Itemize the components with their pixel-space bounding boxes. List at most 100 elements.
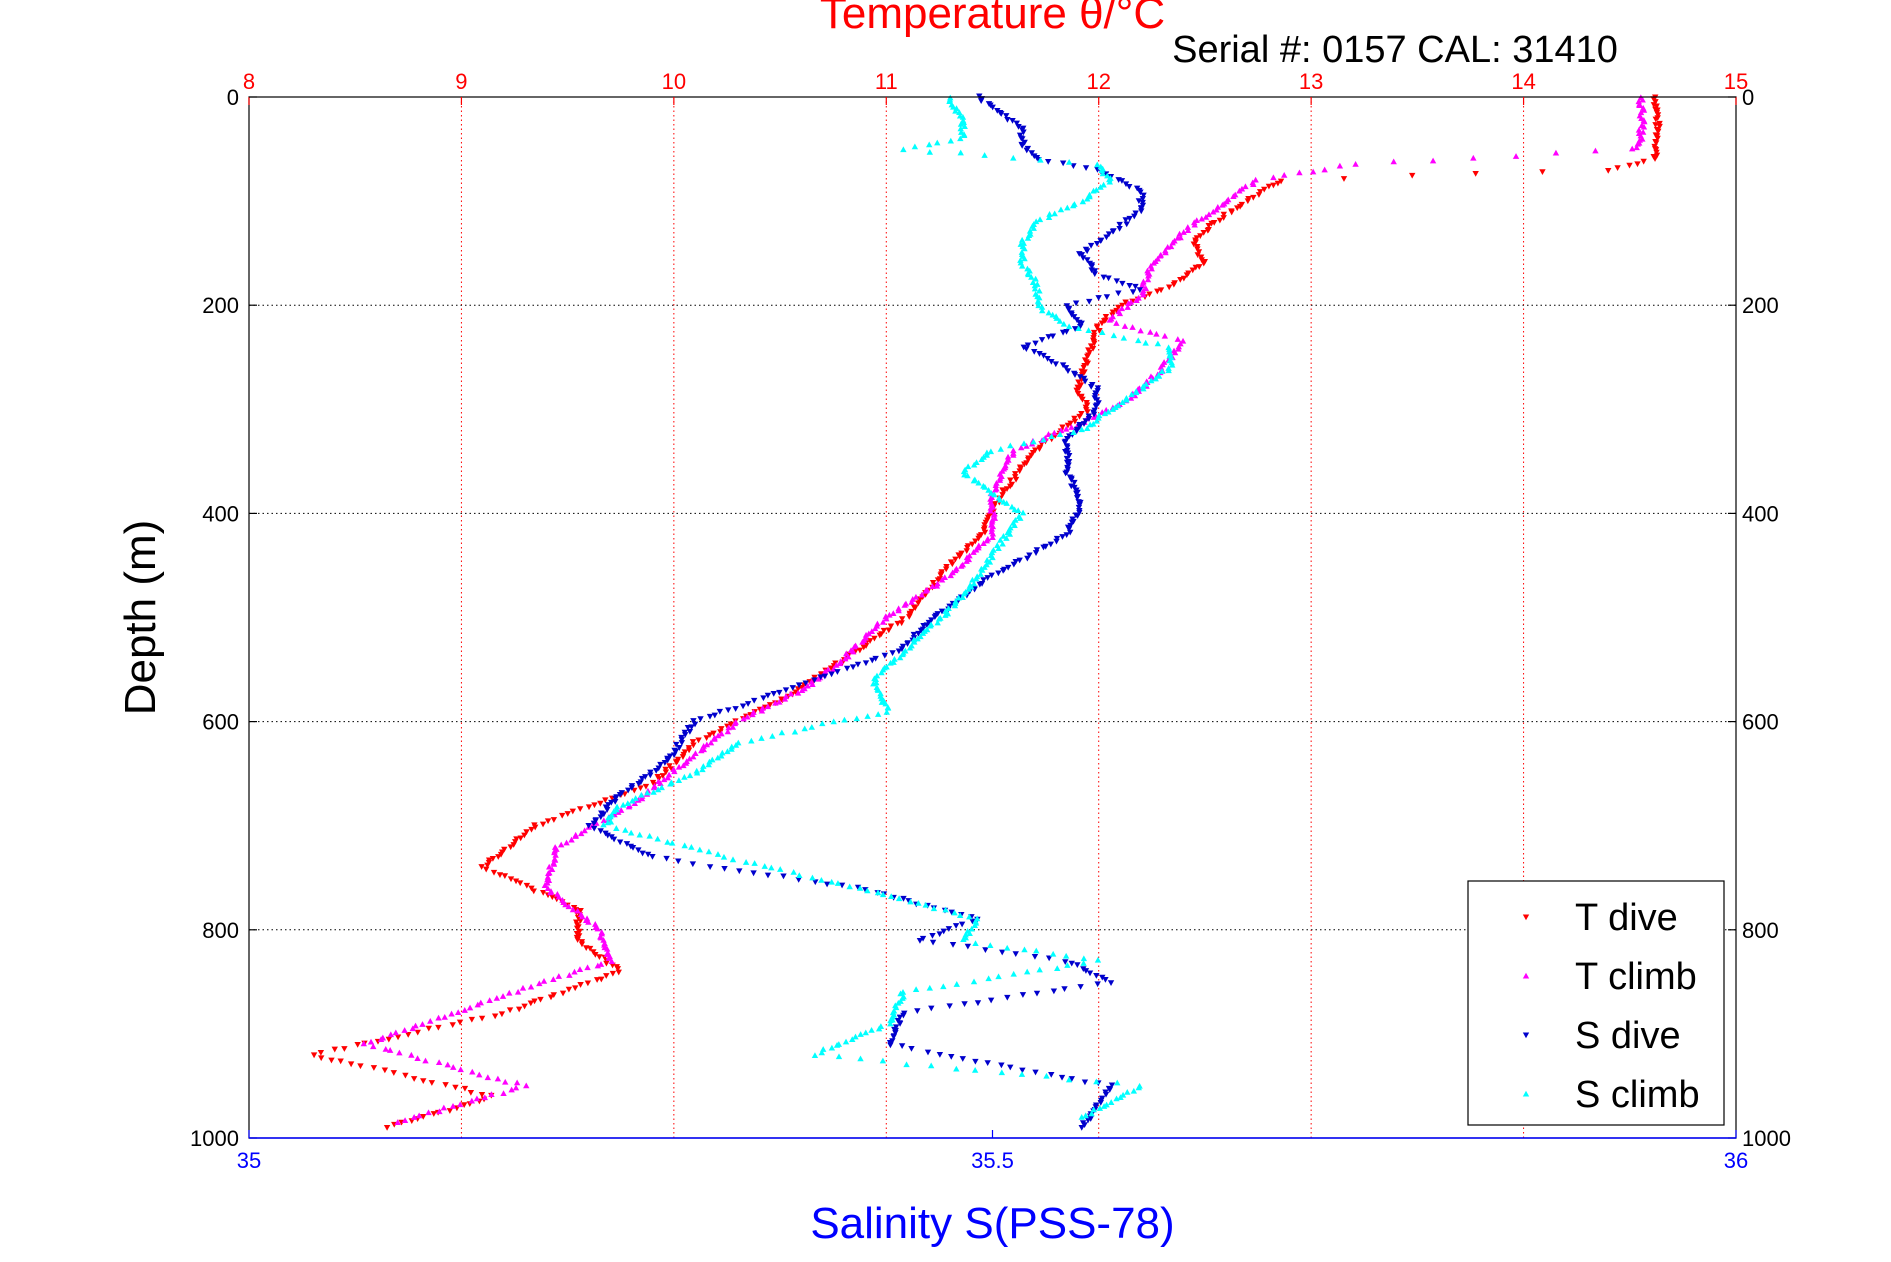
- s-dive-point: [1031, 348, 1038, 355]
- s-climb-point: [688, 843, 695, 850]
- s-climb-point: [926, 141, 933, 148]
- t-dive-point: [727, 721, 735, 728]
- s-climb-point: [1064, 962, 1071, 968]
- t-climb-point: [680, 762, 687, 769]
- s-climb-point: [632, 795, 639, 801]
- s-climb-point: [922, 901, 929, 908]
- s-climb-point: [856, 885, 864, 891]
- t-climb-point: [565, 903, 572, 910]
- t-dive-point: [703, 735, 710, 742]
- t-dive-point: [1653, 103, 1660, 110]
- s-climb-point: [1155, 372, 1163, 379]
- t-climb-point: [527, 983, 535, 990]
- s-dive-point: [1138, 208, 1145, 215]
- s-climb-point: [709, 756, 716, 763]
- s-dive-point: [1052, 361, 1060, 368]
- s-climb-point: [1017, 257, 1024, 263]
- t-dive-point: [547, 994, 555, 1001]
- t-climb-point: [664, 774, 672, 781]
- t-climb-point: [698, 747, 705, 754]
- t-dive-point: [1098, 320, 1106, 327]
- t-climb-point: [970, 549, 977, 555]
- s-dive-point: [1086, 970, 1094, 977]
- s-climb-point: [1100, 181, 1107, 188]
- s-climb-point: [613, 825, 620, 831]
- t-dive-point: [609, 970, 617, 977]
- s-climb-point: [995, 545, 1002, 551]
- s-climb-point: [808, 724, 816, 730]
- s-dive-point: [938, 608, 946, 615]
- t-dive-point: [958, 550, 965, 557]
- s-climb-point: [1062, 952, 1070, 959]
- s-climb-point: [1045, 309, 1052, 316]
- s-dive-point: [1009, 117, 1016, 124]
- s-climb-point: [1152, 375, 1159, 382]
- t-climb-point: [1641, 118, 1648, 125]
- s-dive-point: [982, 947, 989, 953]
- s-climb-point: [1035, 302, 1042, 309]
- s-climb-point: [1101, 410, 1109, 417]
- t-dive-point: [1651, 156, 1659, 162]
- t-dive-point: [710, 730, 717, 737]
- t-dive-point: [1021, 461, 1028, 468]
- t-climb-point: [758, 707, 766, 714]
- t-climb-point: [469, 1068, 476, 1075]
- s-climb-point: [1045, 214, 1053, 221]
- t-dive-point: [1177, 277, 1184, 283]
- salinity-tick-label: 36: [1724, 1148, 1748, 1173]
- s-climb-point: [957, 125, 964, 132]
- s-climb-point: [879, 891, 887, 898]
- t-dive-point: [1228, 209, 1235, 216]
- s-dive-point: [1068, 519, 1076, 526]
- s-climb-point: [896, 654, 904, 661]
- t-climb-point: [850, 648, 857, 655]
- t-dive-point: [328, 1057, 335, 1064]
- s-dive-point: [639, 850, 646, 857]
- s-climb-point: [1026, 227, 1034, 234]
- s-dive-point: [1064, 444, 1071, 451]
- t-dive-point: [827, 665, 835, 672]
- t-climb-point: [477, 999, 484, 1006]
- t-climb-point: [544, 885, 552, 891]
- s-dive-point: [1020, 344, 1027, 351]
- s-dive-point: [1065, 526, 1073, 533]
- s-climb-point: [777, 866, 784, 872]
- t-climb-point: [1113, 320, 1120, 326]
- t-climb-point: [427, 1018, 434, 1024]
- t-dive-point: [972, 538, 979, 545]
- s-climb-point: [646, 832, 653, 839]
- t-climb-point: [1281, 171, 1288, 178]
- s-dive-point: [739, 703, 747, 710]
- s-climb-point: [942, 906, 949, 913]
- s-climb-point: [987, 448, 995, 455]
- t-climb-point: [1629, 145, 1636, 152]
- t-climb-point: [392, 1029, 400, 1036]
- s-climb-point: [970, 477, 978, 484]
- s-dive-point: [910, 631, 918, 638]
- s-climb-point: [706, 758, 713, 765]
- t-dive-point: [571, 985, 579, 992]
- t-climb-point: [555, 893, 563, 900]
- s-dive-point: [1116, 221, 1123, 228]
- temperature-tick-label: 11: [875, 69, 898, 94]
- t-climb-point: [1145, 272, 1152, 279]
- t-climb-point: [890, 610, 897, 617]
- s-climb-point: [1010, 154, 1017, 161]
- s-climb-point: [1108, 1099, 1115, 1105]
- s-dive-point: [1087, 384, 1095, 390]
- t-dive-point: [1472, 170, 1479, 177]
- s-climb-point: [619, 801, 627, 808]
- s-dive-point: [1126, 282, 1133, 289]
- t-dive-point: [942, 566, 950, 573]
- t-dive-point: [405, 1031, 412, 1038]
- s-climb-point: [1040, 436, 1047, 443]
- t-dive-point: [1080, 364, 1087, 371]
- s-climb-point: [977, 571, 984, 577]
- s-climb-point: [970, 461, 978, 468]
- t-climb-point: [1634, 140, 1641, 147]
- s-climb-point: [970, 580, 978, 587]
- t-dive-point: [662, 769, 670, 776]
- s-dive-point: [976, 581, 984, 588]
- s-climb-point: [729, 856, 737, 863]
- s-climb-point: [693, 769, 701, 776]
